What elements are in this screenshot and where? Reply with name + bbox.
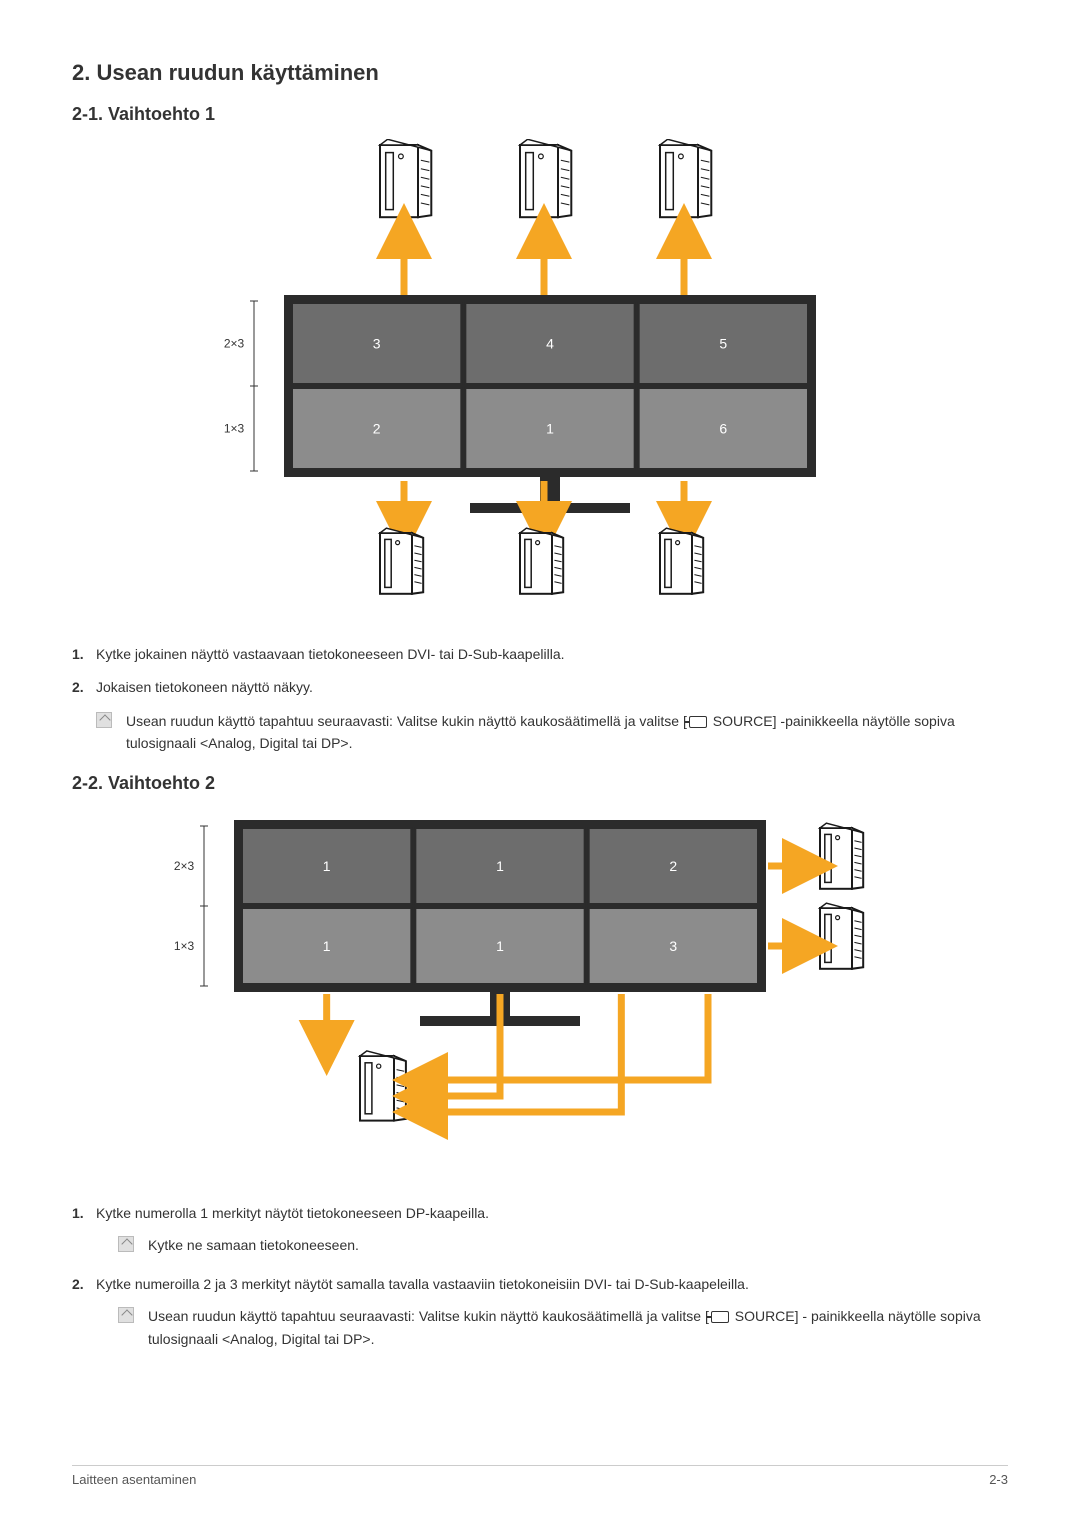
option2-diagram: 1 1 2 1 1 3 2×3 1×3 xyxy=(72,808,1008,1183)
list-item: 2. Jokaisen tietokoneen näyttö näkyy. xyxy=(72,677,1008,698)
option1-steps: 1. Kytke jokainen näyttö vastaavaan tieto… xyxy=(72,644,1008,698)
option1-diagram: 3 4 5 2 1 6 2×3 1×3 xyxy=(72,139,1008,624)
list-item: 1. Kytke numerolla 1 merkityt näytöt tiet… xyxy=(72,1203,1008,1256)
svg-text:1×3: 1×3 xyxy=(174,939,195,953)
source-icon xyxy=(689,716,707,728)
step-text: Kytke jokainen näyttö vastaavaan tietoko… xyxy=(96,646,565,662)
svg-text:4: 4 xyxy=(546,336,554,352)
option2-note1: Kytke ne samaan tietokoneeseen. xyxy=(96,1234,1008,1256)
svg-text:2×3: 2×3 xyxy=(174,859,195,873)
step-number: 1. xyxy=(72,644,84,665)
svg-text:3: 3 xyxy=(669,938,677,954)
svg-text:1×3: 1×3 xyxy=(224,422,245,436)
list-item: 1. Kytke jokainen näyttö vastaavaan tieto… xyxy=(72,644,1008,665)
step-text: Kytke numeroilla 2 ja 3 merkityt näytöt … xyxy=(96,1276,749,1292)
svg-text:1: 1 xyxy=(323,858,331,874)
option2-note2: Usean ruudun käyttö tapahtuu seuraavasti… xyxy=(96,1305,1008,1350)
step-text: Kytke numerolla 1 merkityt näytöt tietok… xyxy=(96,1205,489,1221)
note-icon xyxy=(118,1236,134,1252)
svg-text:1: 1 xyxy=(546,421,554,437)
step-number: 2. xyxy=(72,677,84,698)
note-icon xyxy=(118,1307,134,1323)
svg-text:1: 1 xyxy=(323,938,331,954)
page-footer: Laitteen asentaminen 2-3 xyxy=(72,1465,1008,1487)
svg-text:6: 6 xyxy=(719,421,727,437)
svg-text:1: 1 xyxy=(496,938,504,954)
option2-heading: 2-2. Vaihtoehto 2 xyxy=(72,773,1008,794)
svg-text:5: 5 xyxy=(719,336,727,352)
svg-text:2×3: 2×3 xyxy=(224,337,245,351)
svg-text:3: 3 xyxy=(373,336,381,352)
option1-heading: 2-1. Vaihtoehto 1 xyxy=(72,104,1008,125)
svg-text:1: 1 xyxy=(496,858,504,874)
note-text: Usean ruudun käyttö tapahtuu seuraavasti… xyxy=(148,1305,1008,1350)
option2-steps: 1. Kytke numerolla 1 merkityt näytöt tiet… xyxy=(72,1203,1008,1350)
step-text: Jokaisen tietokoneen näyttö näkyy. xyxy=(96,679,313,695)
step-number: 1. xyxy=(72,1203,84,1224)
footer-left: Laitteen asentaminen xyxy=(72,1472,196,1487)
source-icon xyxy=(711,1311,729,1323)
svg-text:2: 2 xyxy=(669,858,677,874)
footer-right: 2-3 xyxy=(989,1472,1008,1487)
svg-text:2: 2 xyxy=(373,421,381,437)
note-text: Kytke ne samaan tietokoneeseen. xyxy=(148,1234,359,1256)
option1-note: Usean ruudun käyttö tapahtuu seuraavasti… xyxy=(72,710,1008,755)
section-title: 2. Usean ruudun käyttäminen xyxy=(72,60,1008,86)
list-item: 2. Kytke numeroilla 2 ja 3 merkityt näytö… xyxy=(72,1274,1008,1350)
step-number: 2. xyxy=(72,1274,84,1295)
note-icon xyxy=(96,712,112,728)
note-text: Usean ruudun käyttö tapahtuu seuraavasti… xyxy=(126,710,1008,755)
